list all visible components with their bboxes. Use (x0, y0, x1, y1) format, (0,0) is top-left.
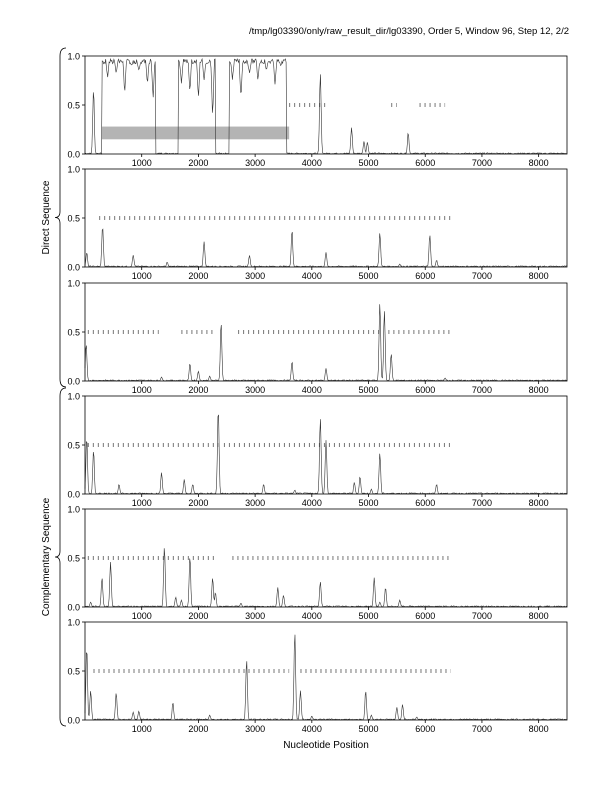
y-tick-label: 1.0 (67, 618, 80, 628)
x-tick-label: 3000 (245, 385, 265, 395)
x-tick-label: 2000 (188, 611, 208, 621)
x-tick-label: 7000 (472, 271, 492, 281)
y-tick-label: 0.5 (67, 667, 80, 677)
x-tick-label: 8000 (529, 385, 549, 395)
x-tick-label: 3000 (245, 271, 265, 281)
x-tick-label: 6000 (415, 724, 435, 734)
group-label: Complementary Sequence (41, 497, 52, 616)
panel-6: 0.0 0.5 1.0 1000 2000 3000 4000 5000 6000 7000 800… (67, 618, 568, 734)
x-tick-label: 3000 (245, 498, 265, 508)
y-tick-label: 1.0 (67, 505, 80, 515)
panels: 0.0 0.5 1.0 1000 2000 3000 4000 5000 6000 7000 800… (67, 52, 568, 734)
axes-box (84, 508, 568, 608)
x-tick-label: 4000 (302, 498, 322, 508)
x-tick-label: 8000 (529, 724, 549, 734)
x-tick-label: 4000 (302, 385, 322, 395)
y-tick-label: 0.0 (67, 490, 80, 500)
y-tick-label: 0.5 (67, 328, 80, 338)
group-labels: Direct Sequence Complementary Sequence (41, 47, 67, 727)
x-tick-label: 4000 (302, 724, 322, 734)
y-tick-label: 0.0 (67, 377, 80, 387)
series-line (84, 548, 568, 608)
x-tick-label: 3000 (245, 724, 265, 734)
axes-box (84, 282, 568, 382)
x-tick-label: 5000 (359, 271, 379, 281)
x-tick-label: 3000 (245, 611, 265, 621)
y-tick-label: 0.5 (67, 554, 80, 564)
series-line (84, 57, 568, 155)
y-tick-label: 1.0 (67, 392, 80, 402)
y-tick-label: 0.0 (67, 150, 80, 160)
y-tick-label: 0.0 (67, 263, 80, 273)
y-tick-label: 1.0 (67, 52, 80, 62)
x-tick-label: 2000 (188, 271, 208, 281)
series-line (84, 304, 568, 382)
panel-4: 0.0 0.5 1.0 1000 2000 3000 4000 5000 6000 7000 800… (67, 392, 568, 508)
x-tick-label: 7000 (472, 724, 492, 734)
y-tick-label: 0.5 (67, 214, 80, 224)
panel-2: 0.0 0.5 1.0 1000 2000 3000 4000 5000 6000 7000 800… (67, 165, 568, 281)
group-brace (54, 387, 67, 727)
x-tick-label: 4000 (302, 271, 322, 281)
x-tick-label: 8000 (529, 271, 549, 281)
x-tick-label: 7000 (472, 158, 492, 168)
x-tick-label: 7000 (472, 611, 492, 621)
x-tick-label: 1000 (132, 385, 152, 395)
panel-1: 0.0 0.5 1.0 1000 2000 3000 4000 5000 6000 7000 800… (67, 52, 568, 168)
group-brace (54, 47, 67, 388)
x-tick-label: 7000 (472, 385, 492, 395)
x-tick-label: 2000 (188, 385, 208, 395)
y-tick-label: 1.0 (67, 165, 80, 175)
x-tick-label: 1000 (132, 611, 152, 621)
x-tick-label: 1000 (132, 271, 152, 281)
y-tick-label: 1.0 (67, 279, 80, 289)
y-tick-label: 0.0 (67, 603, 80, 613)
x-tick-label: 8000 (529, 498, 549, 508)
x-tick-label: 7000 (472, 498, 492, 508)
x-tick-label: 4000 (302, 611, 322, 621)
x-tick-label: 1000 (132, 158, 152, 168)
x-tick-label: 8000 (529, 611, 549, 621)
x-tick-label: 2000 (188, 724, 208, 734)
x-tick-label: 1000 (132, 498, 152, 508)
x-tick-label: 6000 (415, 611, 435, 621)
y-tick-label: 0.5 (67, 441, 80, 451)
y-tick-label: 0.0 (67, 716, 80, 726)
x-tick-label: 5000 (359, 724, 379, 734)
x-tick-label: 6000 (415, 385, 435, 395)
series-line (84, 228, 567, 268)
x-tick-label: 3000 (245, 158, 265, 168)
x-axis-label: Nucleotide Position (283, 740, 369, 751)
x-tick-label: 4000 (302, 158, 322, 168)
x-tick-label: 2000 (188, 498, 208, 508)
panel-5: 0.0 0.5 1.0 1000 2000 3000 4000 5000 6000 7000 800… (67, 505, 568, 621)
y-tick-label: 0.5 (67, 101, 80, 111)
series-line (84, 414, 568, 495)
x-tick-label: 2000 (188, 158, 208, 168)
highlight-bar (102, 126, 290, 140)
panel-3: 0.0 0.5 1.0 1000 2000 3000 4000 5000 6000 7000 800… (67, 279, 568, 395)
group-label: Direct Sequence (41, 180, 52, 254)
x-tick-label: 6000 (415, 271, 435, 281)
x-tick-label: 5000 (359, 498, 379, 508)
x-tick-label: 8000 (529, 158, 549, 168)
x-tick-label: 1000 (132, 724, 152, 734)
x-tick-label: 5000 (359, 611, 379, 621)
x-tick-label: 5000 (359, 158, 379, 168)
x-tick-label: 6000 (415, 158, 435, 168)
x-tick-label: 5000 (359, 385, 379, 395)
chart-title: /tmp/lg03390/only/raw_result_dir/lg03390… (248, 26, 569, 37)
x-tick-label: 6000 (415, 498, 435, 508)
series-line (84, 634, 568, 721)
